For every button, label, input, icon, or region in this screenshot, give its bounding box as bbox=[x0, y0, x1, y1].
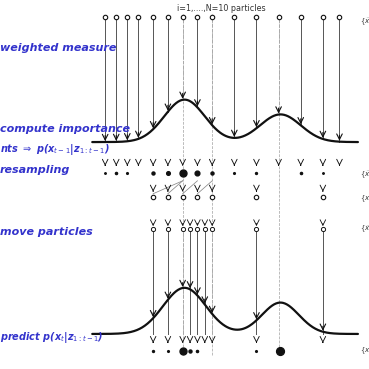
Text: i=1,....,N=10 particles: i=1,....,N=10 particles bbox=[177, 4, 266, 13]
Text: $\{\widetilde{x}_{t-1}^{(i)}$: $\{\widetilde{x}_{t-1}^{(i)}$ bbox=[360, 166, 369, 181]
Text: compute importance: compute importance bbox=[0, 124, 130, 134]
Text: nts $\Rightarrow$ p(x$_{t-1}$|z$_{1:t-1}$): nts $\Rightarrow$ p(x$_{t-1}$|z$_{1:t-1}… bbox=[0, 142, 110, 156]
Text: weighted measure: weighted measure bbox=[0, 43, 116, 53]
Text: predict p(x$_t$|z$_{1:t-1}$): predict p(x$_t$|z$_{1:t-1}$) bbox=[0, 330, 103, 345]
Text: resampling: resampling bbox=[0, 165, 70, 175]
Text: move particles: move particles bbox=[0, 227, 93, 238]
Text: $\{\widetilde{x}_{t-}^{(i)}$: $\{\widetilde{x}_{t-}^{(i)}$ bbox=[360, 13, 369, 28]
Text: $\{x_{1}^{(i)}$: $\{x_{1}^{(i)}$ bbox=[360, 344, 369, 358]
Text: $\{x_{t-1}^{(i)}$: $\{x_{t-1}^{(i)}$ bbox=[360, 190, 369, 205]
Text: $\{\widetilde{x}_{1}^{(i)}$: $\{\widetilde{x}_{1}^{(i)}$ bbox=[360, 222, 369, 236]
